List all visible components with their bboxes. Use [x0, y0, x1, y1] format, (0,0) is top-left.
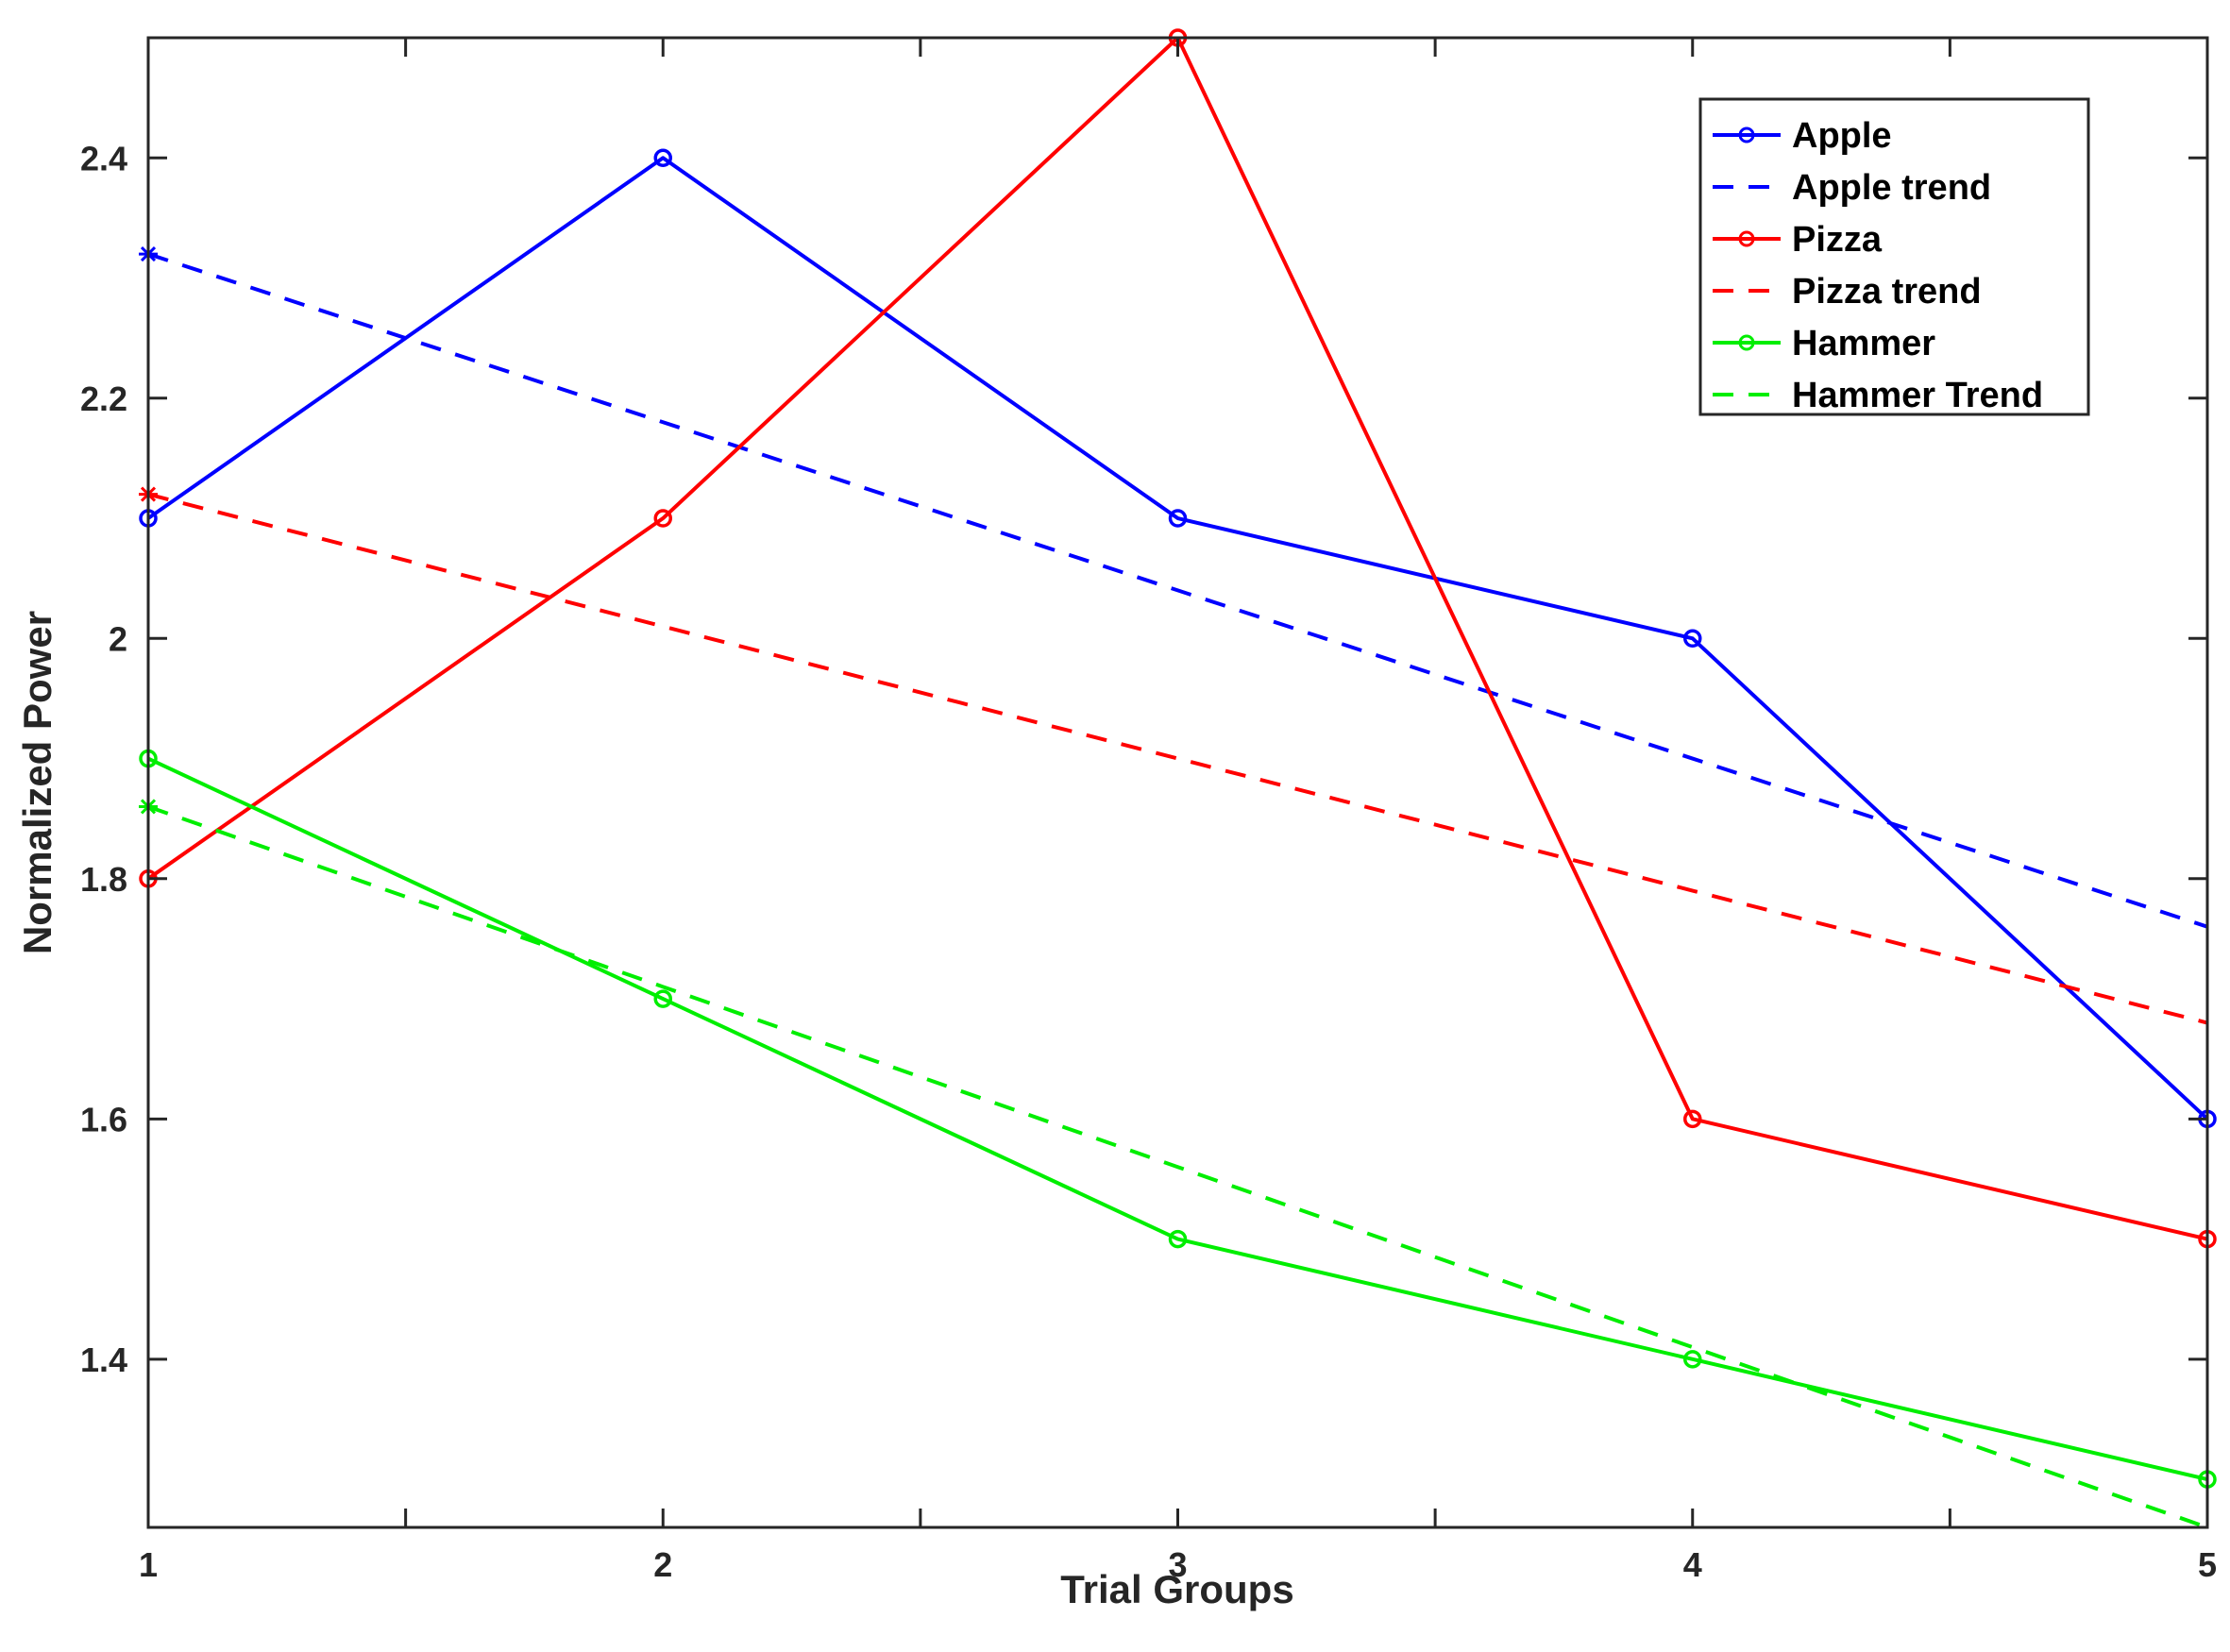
- legend-label: Pizza: [1792, 220, 1883, 260]
- legend-box: [1698, 97, 2090, 416]
- legend-label: Apple trend: [1792, 168, 1991, 208]
- series-line-hammer-trend: [148, 804, 2207, 1527]
- data-point: [1168, 509, 1188, 528]
- y-tick-label: 1.4: [80, 1340, 127, 1379]
- y-tick-label: 2.4: [80, 139, 127, 177]
- series-line-apple-trend: [148, 252, 2207, 929]
- legend-marker: [1738, 334, 1755, 351]
- legend-entry-pizza-trend: Pizza trend: [1713, 272, 1982, 312]
- x-tick-label: 5: [2198, 1545, 2217, 1584]
- data-point: [1683, 629, 1702, 649]
- legend-label: Pizza trend: [1792, 272, 1982, 312]
- legend-entry-hammer-trend: Hammer Trend: [1713, 376, 2043, 415]
- y-tick-label: 1.8: [80, 860, 127, 899]
- data-point: [1683, 1109, 1702, 1129]
- legend-label: Apple: [1792, 116, 1892, 156]
- series-line-hammer: [148, 756, 2207, 1482]
- x-tick-labels: 1 2 3 4 5: [139, 1545, 2217, 1584]
- y-tick-labels: 1.4 1.6 1.8 2 2.2 2.4: [80, 139, 127, 1379]
- y-axis-title: Normalized Power: [15, 611, 59, 954]
- data-point: [1168, 1229, 1188, 1249]
- x-tick-label: 1: [139, 1545, 158, 1584]
- y-tick-label: 2.2: [80, 379, 127, 418]
- legend-entry-apple-trend: Apple trend: [1713, 168, 1991, 208]
- tick-layer: [146, 38, 2209, 1527]
- y-tick-label: 2: [109, 619, 127, 658]
- data-point: [653, 989, 672, 1008]
- x-tick-label: 4: [1683, 1545, 1702, 1584]
- x-tick-label: 3: [1168, 1545, 1187, 1584]
- series-line-pizza-trend: [148, 492, 2207, 1025]
- series-line-pizza: [148, 38, 2207, 1241]
- legend-entry-hammer: Hammer: [1713, 324, 1935, 363]
- x-tick-label: 2: [653, 1545, 672, 1584]
- data-point: [653, 509, 672, 528]
- legend-entry-apple: Apple: [1713, 116, 1892, 156]
- data-point: [653, 148, 672, 168]
- y-tick-label: 1.6: [80, 1100, 127, 1138]
- legend-label: Hammer Trend: [1792, 376, 2043, 415]
- legend: Apple Apple trend Pizza Pizza trend Hammer Ha…: [1698, 97, 2090, 416]
- x-axis-title: Trial Groups: [1060, 1567, 1293, 1611]
- series-line-apple: [148, 156, 2207, 1121]
- legend-entry-pizza: Pizza: [1713, 220, 1883, 260]
- legend-marker: [1738, 126, 1755, 143]
- series-layer: [148, 38, 2207, 1527]
- legend-label: Hammer: [1792, 324, 1935, 363]
- data-point: [1683, 1350, 1702, 1369]
- legend-entries: Apple Apple trend Pizza Pizza trend Hammer Ha…: [1713, 116, 2043, 415]
- legend-marker: [1738, 230, 1755, 247]
